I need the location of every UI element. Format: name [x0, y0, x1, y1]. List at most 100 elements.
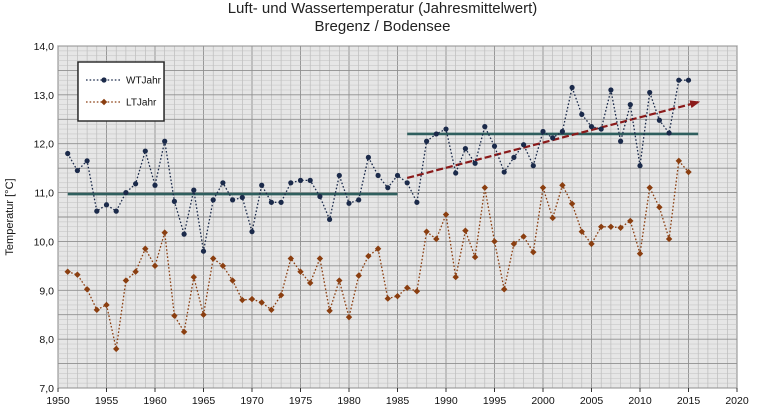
data-point-LTJahr	[142, 245, 149, 252]
data-point-LTJahr	[384, 295, 391, 302]
data-point-LTJahr	[229, 277, 236, 284]
data-point-LTJahr	[374, 245, 382, 252]
data-point-WTJahr	[268, 199, 274, 205]
data-point-LTJahr	[578, 228, 585, 235]
data-point-WTJahr	[103, 202, 110, 208]
data-point-WTJahr	[637, 163, 643, 169]
data-point-LTJahr	[520, 233, 527, 240]
y-tick-label: 12,0	[34, 139, 55, 151]
data-point-LTJahr	[539, 184, 547, 191]
data-point-WTJahr	[152, 182, 158, 188]
data-point-WTJahr	[472, 160, 478, 166]
data-point-LTJahr	[161, 229, 168, 236]
data-point-WTJahr	[482, 124, 488, 130]
chart-subtitle: Bregenz / Bodensee	[314, 18, 451, 35]
data-point-WTJahr	[627, 102, 633, 108]
data-point-WTJahr	[297, 177, 304, 183]
data-point-WTJahr	[608, 87, 614, 93]
data-point-WTJahr	[336, 172, 342, 179]
data-point-LTJahr	[665, 235, 673, 243]
data-point-LTJahr	[627, 217, 634, 225]
y-tick-label: 7,0	[39, 383, 54, 395]
y-tick-label: 8,0	[39, 334, 54, 346]
data-point-WTJahr	[220, 180, 226, 186]
y-axis-label: Temperatur [°C]	[4, 178, 16, 255]
x-tick-label: 2005	[580, 395, 604, 407]
data-point-LTJahr	[636, 250, 644, 257]
data-point-LTJahr	[171, 312, 178, 319]
data-point-WTJahr	[385, 185, 391, 191]
y-tick-label: 11,0	[34, 188, 54, 200]
data-point-WTJahr	[239, 194, 245, 201]
data-point-WTJahr	[84, 158, 90, 164]
data-point-WTJahr	[433, 131, 439, 137]
data-point-WTJahr	[394, 172, 401, 179]
data-point-LTJahr	[607, 223, 615, 230]
data-point-LTJahr	[316, 255, 324, 262]
data-point-LTJahr	[501, 286, 508, 293]
data-point-WTJahr	[65, 150, 71, 157]
data-point-WTJahr	[123, 189, 129, 196]
data-point-LTJahr	[113, 345, 120, 353]
data-point-WTJahr	[375, 172, 381, 179]
data-point-LTJahr	[598, 223, 605, 230]
data-point-LTJahr	[685, 168, 692, 176]
data-point-WTJahr	[230, 197, 236, 203]
x-tick-label: 2020	[725, 395, 749, 407]
x-tick-label: 1975	[289, 395, 313, 407]
x-tick-label: 1960	[143, 395, 167, 407]
data-point-LTJahr	[287, 255, 294, 262]
data-point-WTJahr	[249, 229, 255, 235]
data-point-LTJahr	[413, 288, 421, 295]
data-point-WTJahr	[540, 128, 546, 135]
data-point-LTJahr	[365, 252, 372, 260]
data-point-WTJahr	[676, 77, 682, 83]
data-point-LTJahr	[588, 240, 595, 248]
data-point-WTJahr	[113, 208, 119, 214]
data-point-LTJahr	[617, 224, 624, 231]
data-point-WTJahr	[133, 181, 139, 187]
data-point-LTJahr	[239, 296, 246, 304]
chart-title: Luft- und Wassertemperatur (Jahresmittel…	[227, 0, 538, 17]
data-point-WTJahr	[598, 126, 604, 132]
x-tick-label: 1980	[337, 395, 361, 407]
legend-marker	[101, 77, 107, 83]
data-point-WTJahr	[656, 117, 663, 123]
data-point-WTJahr	[365, 154, 371, 160]
data-point-LTJahr	[675, 157, 682, 165]
data-point-LTJahr	[423, 228, 430, 235]
legend-label: WTJahr	[126, 76, 162, 87]
x-tick-label: 1955	[95, 395, 119, 407]
data-point-WTJahr	[346, 200, 352, 206]
data-point-LTJahr	[268, 306, 275, 314]
x-tick-label: 1970	[240, 395, 264, 407]
data-point-WTJahr	[550, 135, 556, 141]
data-point-LTJahr	[530, 248, 537, 256]
legend-label: LTJahr	[126, 98, 157, 109]
data-point-LTJahr	[326, 307, 333, 315]
data-point-WTJahr	[142, 148, 148, 154]
data-point-LTJahr	[180, 328, 188, 336]
data-point-WTJahr	[579, 111, 585, 117]
data-point-LTJahr	[433, 235, 440, 243]
data-point-LTJahr	[481, 184, 488, 191]
data-point-WTJahr	[171, 198, 177, 204]
data-point-LTJahr	[83, 286, 91, 293]
data-point-WTJahr	[511, 154, 517, 160]
data-point-WTJahr	[666, 130, 672, 136]
data-point-LTJahr	[248, 295, 256, 303]
data-point-WTJahr	[491, 143, 498, 149]
data-point-LTJahr	[336, 277, 343, 284]
x-tick-label: 2015	[677, 395, 701, 407]
x-tick-label: 2010	[628, 395, 652, 407]
y-tick-label: 14,0	[34, 41, 55, 53]
data-point-LTJahr	[491, 238, 498, 245]
data-point-WTJahr	[530, 163, 536, 169]
y-tick-label: 10,0	[34, 236, 55, 248]
x-tick-label: 1995	[483, 395, 507, 407]
data-point-LTJahr	[559, 182, 566, 189]
data-point-LTJahr	[64, 268, 71, 275]
data-point-LTJahr	[258, 299, 265, 306]
